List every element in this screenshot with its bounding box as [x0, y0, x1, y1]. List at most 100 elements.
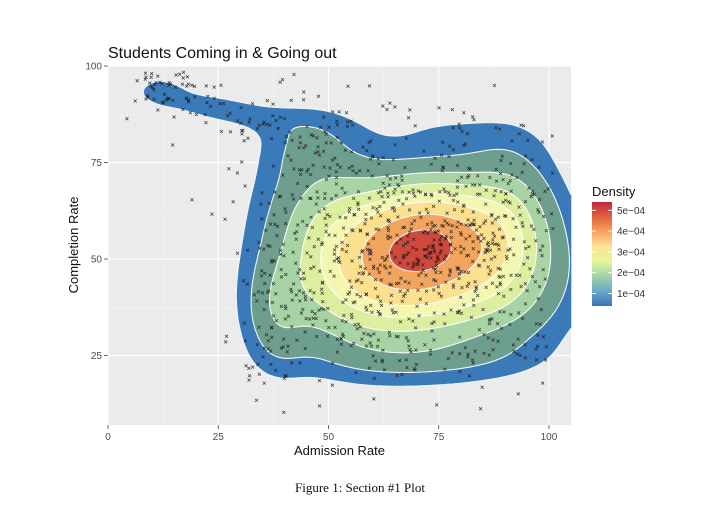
point-marker [268, 244, 272, 249]
point-marker [425, 222, 430, 227]
point-marker [264, 332, 269, 337]
point-marker [315, 136, 319, 140]
point-marker [511, 237, 516, 241]
point-marker [541, 267, 545, 272]
point-marker [461, 203, 466, 208]
point-marker [431, 204, 436, 209]
point-marker [415, 257, 419, 261]
point-marker [310, 297, 314, 302]
point-marker [460, 285, 464, 290]
point-marker [539, 307, 544, 312]
point-marker [352, 213, 357, 217]
point-marker [540, 140, 545, 144]
point-marker [262, 281, 267, 286]
point-marker [534, 321, 539, 326]
point-marker [350, 123, 355, 128]
point-marker [520, 170, 524, 174]
point-marker [349, 312, 354, 317]
point-marker [247, 366, 251, 371]
point-marker [149, 71, 154, 76]
point-marker [204, 84, 209, 88]
point-marker [499, 326, 504, 331]
point-marker [490, 221, 495, 225]
point-marker [509, 189, 513, 193]
point-marker [415, 304, 419, 309]
point-marker [167, 97, 171, 101]
point-marker [384, 266, 388, 270]
point-marker [228, 130, 233, 134]
point-marker [335, 122, 340, 127]
point-marker [409, 227, 413, 231]
point-marker [397, 281, 401, 286]
point-marker [463, 142, 468, 146]
point-marker [372, 397, 376, 401]
point-marker [343, 148, 348, 152]
point-marker [325, 212, 330, 217]
point-marker [432, 248, 437, 252]
point-marker [274, 368, 278, 373]
point-marker [350, 164, 354, 169]
point-marker [297, 267, 302, 272]
point-marker [307, 236, 311, 240]
point-marker [364, 212, 368, 217]
point-marker [486, 265, 490, 269]
point-marker [439, 234, 444, 239]
point-marker [449, 235, 454, 240]
point-marker [404, 197, 409, 201]
point-marker [522, 262, 526, 266]
point-marker [416, 261, 420, 266]
point-marker [381, 104, 385, 108]
point-marker [289, 360, 294, 365]
point-marker [369, 252, 373, 256]
point-marker [485, 247, 490, 252]
point-marker [316, 237, 321, 241]
point-marker [477, 264, 482, 268]
point-marker [291, 282, 296, 286]
point-marker [332, 274, 336, 278]
point-marker [385, 107, 389, 112]
point-marker [345, 119, 350, 124]
point-marker [387, 330, 392, 335]
point-marker [289, 289, 294, 294]
point-marker [344, 298, 348, 302]
point-marker [324, 141, 328, 145]
point-marker [242, 139, 246, 143]
point-marker [301, 98, 306, 102]
point-marker [487, 272, 491, 276]
point-marker [411, 188, 415, 192]
point-marker [456, 311, 461, 315]
point-marker [366, 168, 370, 173]
point-marker [294, 293, 299, 297]
point-marker [219, 83, 223, 88]
point-marker [354, 370, 358, 375]
point-marker [293, 261, 298, 266]
point-marker [301, 291, 306, 295]
point-marker [298, 140, 303, 145]
point-marker [245, 282, 250, 286]
point-marker [506, 181, 510, 186]
point-marker [383, 186, 387, 190]
point-marker [362, 331, 366, 336]
point-marker [466, 270, 471, 275]
point-marker [269, 362, 273, 367]
point-marker [406, 115, 411, 120]
point-marker [345, 243, 350, 248]
point-marker [431, 224, 435, 228]
point-marker [515, 175, 519, 180]
point-marker [364, 292, 369, 296]
point-marker [346, 84, 350, 89]
point-marker [499, 158, 503, 163]
point-marker [244, 364, 248, 368]
point-marker [352, 212, 356, 217]
point-marker [252, 293, 257, 297]
point-marker [353, 322, 357, 327]
point-marker [274, 118, 278, 123]
point-marker [525, 255, 530, 260]
point-marker [522, 239, 527, 244]
point-marker [212, 96, 217, 101]
point-marker [411, 261, 416, 265]
legend-tick-label: 2e−04 [617, 268, 646, 279]
point-marker [423, 192, 428, 197]
point-marker [491, 348, 495, 352]
point-marker [265, 243, 270, 248]
